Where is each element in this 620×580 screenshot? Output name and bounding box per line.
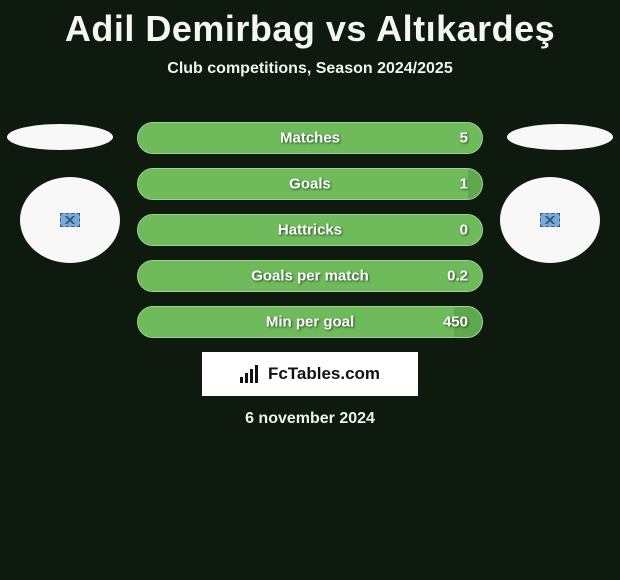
- stat-bar-label: Min per goal: [266, 314, 354, 331]
- bar-chart-icon: [240, 365, 262, 383]
- stat-bar: Min per goal 450: [137, 306, 483, 338]
- page-title: Adil Demirbag vs Altıkardeş: [0, 0, 620, 50]
- date-label: 6 november 2024: [245, 410, 375, 428]
- brand-badge: FcTables.com: [202, 352, 418, 396]
- subtitle: Club competitions, Season 2024/2025: [0, 60, 620, 78]
- stat-bar-label: Matches: [280, 130, 340, 147]
- stat-bars: Matches 5 Goals 1 Hattricks 0 Goals per …: [137, 122, 483, 352]
- stat-bar: Matches 5: [137, 122, 483, 154]
- image-placeholder-icon: [60, 213, 80, 227]
- stat-bar-label: Goals: [289, 176, 331, 193]
- stat-bar: Hattricks 0: [137, 214, 483, 246]
- player-left-avatar: [20, 177, 120, 263]
- brand-text: FcTables.com: [268, 364, 380, 384]
- stat-bar-value: 5: [460, 130, 468, 147]
- stat-bar-label: Hattricks: [278, 222, 342, 239]
- player-right-avatar: [500, 177, 600, 263]
- stat-bar-label: Goals per match: [251, 268, 369, 285]
- stat-bar-value: 450: [443, 314, 468, 331]
- image-placeholder-icon: [540, 213, 560, 227]
- stat-bar-value: 0.2: [447, 268, 468, 285]
- stat-bar-value: 1: [460, 176, 468, 193]
- stat-bar: Goals 1: [137, 168, 483, 200]
- player-right-ellipse: [507, 124, 613, 150]
- player-left-ellipse: [7, 124, 113, 150]
- stat-bar: Goals per match 0.2: [137, 260, 483, 292]
- stat-bar-value: 0: [460, 222, 468, 239]
